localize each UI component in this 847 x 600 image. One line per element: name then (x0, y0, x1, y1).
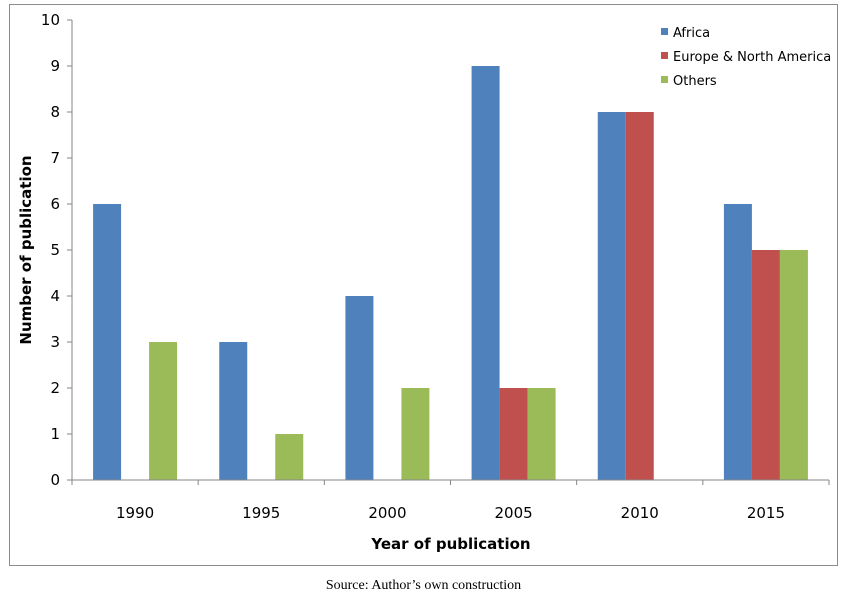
legend-label: Africa (673, 26, 710, 41)
y-tick-label: 1 (50, 425, 60, 443)
bars (93, 66, 808, 480)
x-axis-title: Year of publication (370, 535, 530, 553)
y-axis-title: Number of publication (17, 155, 35, 344)
x-axis-ticks: 1990 1995 2000 2005 2010 2015 (71, 480, 830, 522)
y-tick-label: 5 (50, 241, 60, 259)
bar-2000-africa (345, 296, 374, 480)
x-tick-label: 1995 (242, 504, 280, 522)
bar-2005-europe-north-america (499, 388, 528, 480)
bar-2000-others (401, 388, 430, 480)
x-tick-label: 2000 (368, 504, 406, 522)
bar-2005-africa (471, 66, 500, 480)
x-tick-label: 2015 (747, 504, 785, 522)
y-tick-label: 8 (50, 103, 60, 121)
y-tick-label: 9 (50, 57, 60, 75)
legend-label: Europe & North America (673, 50, 831, 65)
y-tick-label: 2 (50, 379, 60, 397)
bar-1995-africa (219, 342, 248, 480)
y-tick-label: 3 (50, 333, 60, 351)
legend-swatch (661, 52, 668, 59)
x-tick-label: 2010 (621, 504, 659, 522)
legend: Africa Europe & North America Others (661, 26, 831, 89)
legend-label: Others (673, 74, 717, 89)
bar-1990-africa (93, 204, 122, 480)
bar-2010-europe-north-america (625, 112, 654, 480)
x-tick-label: 2005 (494, 504, 532, 522)
bar-2005-others (527, 388, 556, 480)
y-tick-label: 4 (50, 287, 60, 305)
y-axis-ticks: 0 1 2 3 4 5 6 7 8 9 10 (41, 11, 72, 489)
legend-swatch (661, 76, 668, 83)
x-tick-label: 1990 (116, 504, 154, 522)
bar-chart: 0 1 2 3 4 5 6 7 8 9 10 1990 1995 2000 2005 2010 2015 Ye… (17, 11, 831, 553)
source-note: Source: Author’s own construction (325, 578, 522, 593)
y-tick-label: 6 (50, 195, 60, 213)
y-tick-label: 7 (50, 149, 60, 167)
bar-1990-others (149, 342, 178, 480)
y-tick-label: 10 (41, 11, 60, 29)
bar-1995-others (275, 434, 304, 480)
bar-2010-africa (597, 112, 626, 480)
bar-2015-others (779, 250, 808, 480)
bar-2015-europe-north-america (751, 250, 780, 480)
bar-2015-africa (723, 204, 752, 480)
y-tick-label: 0 (50, 471, 60, 489)
legend-swatch (661, 28, 668, 35)
